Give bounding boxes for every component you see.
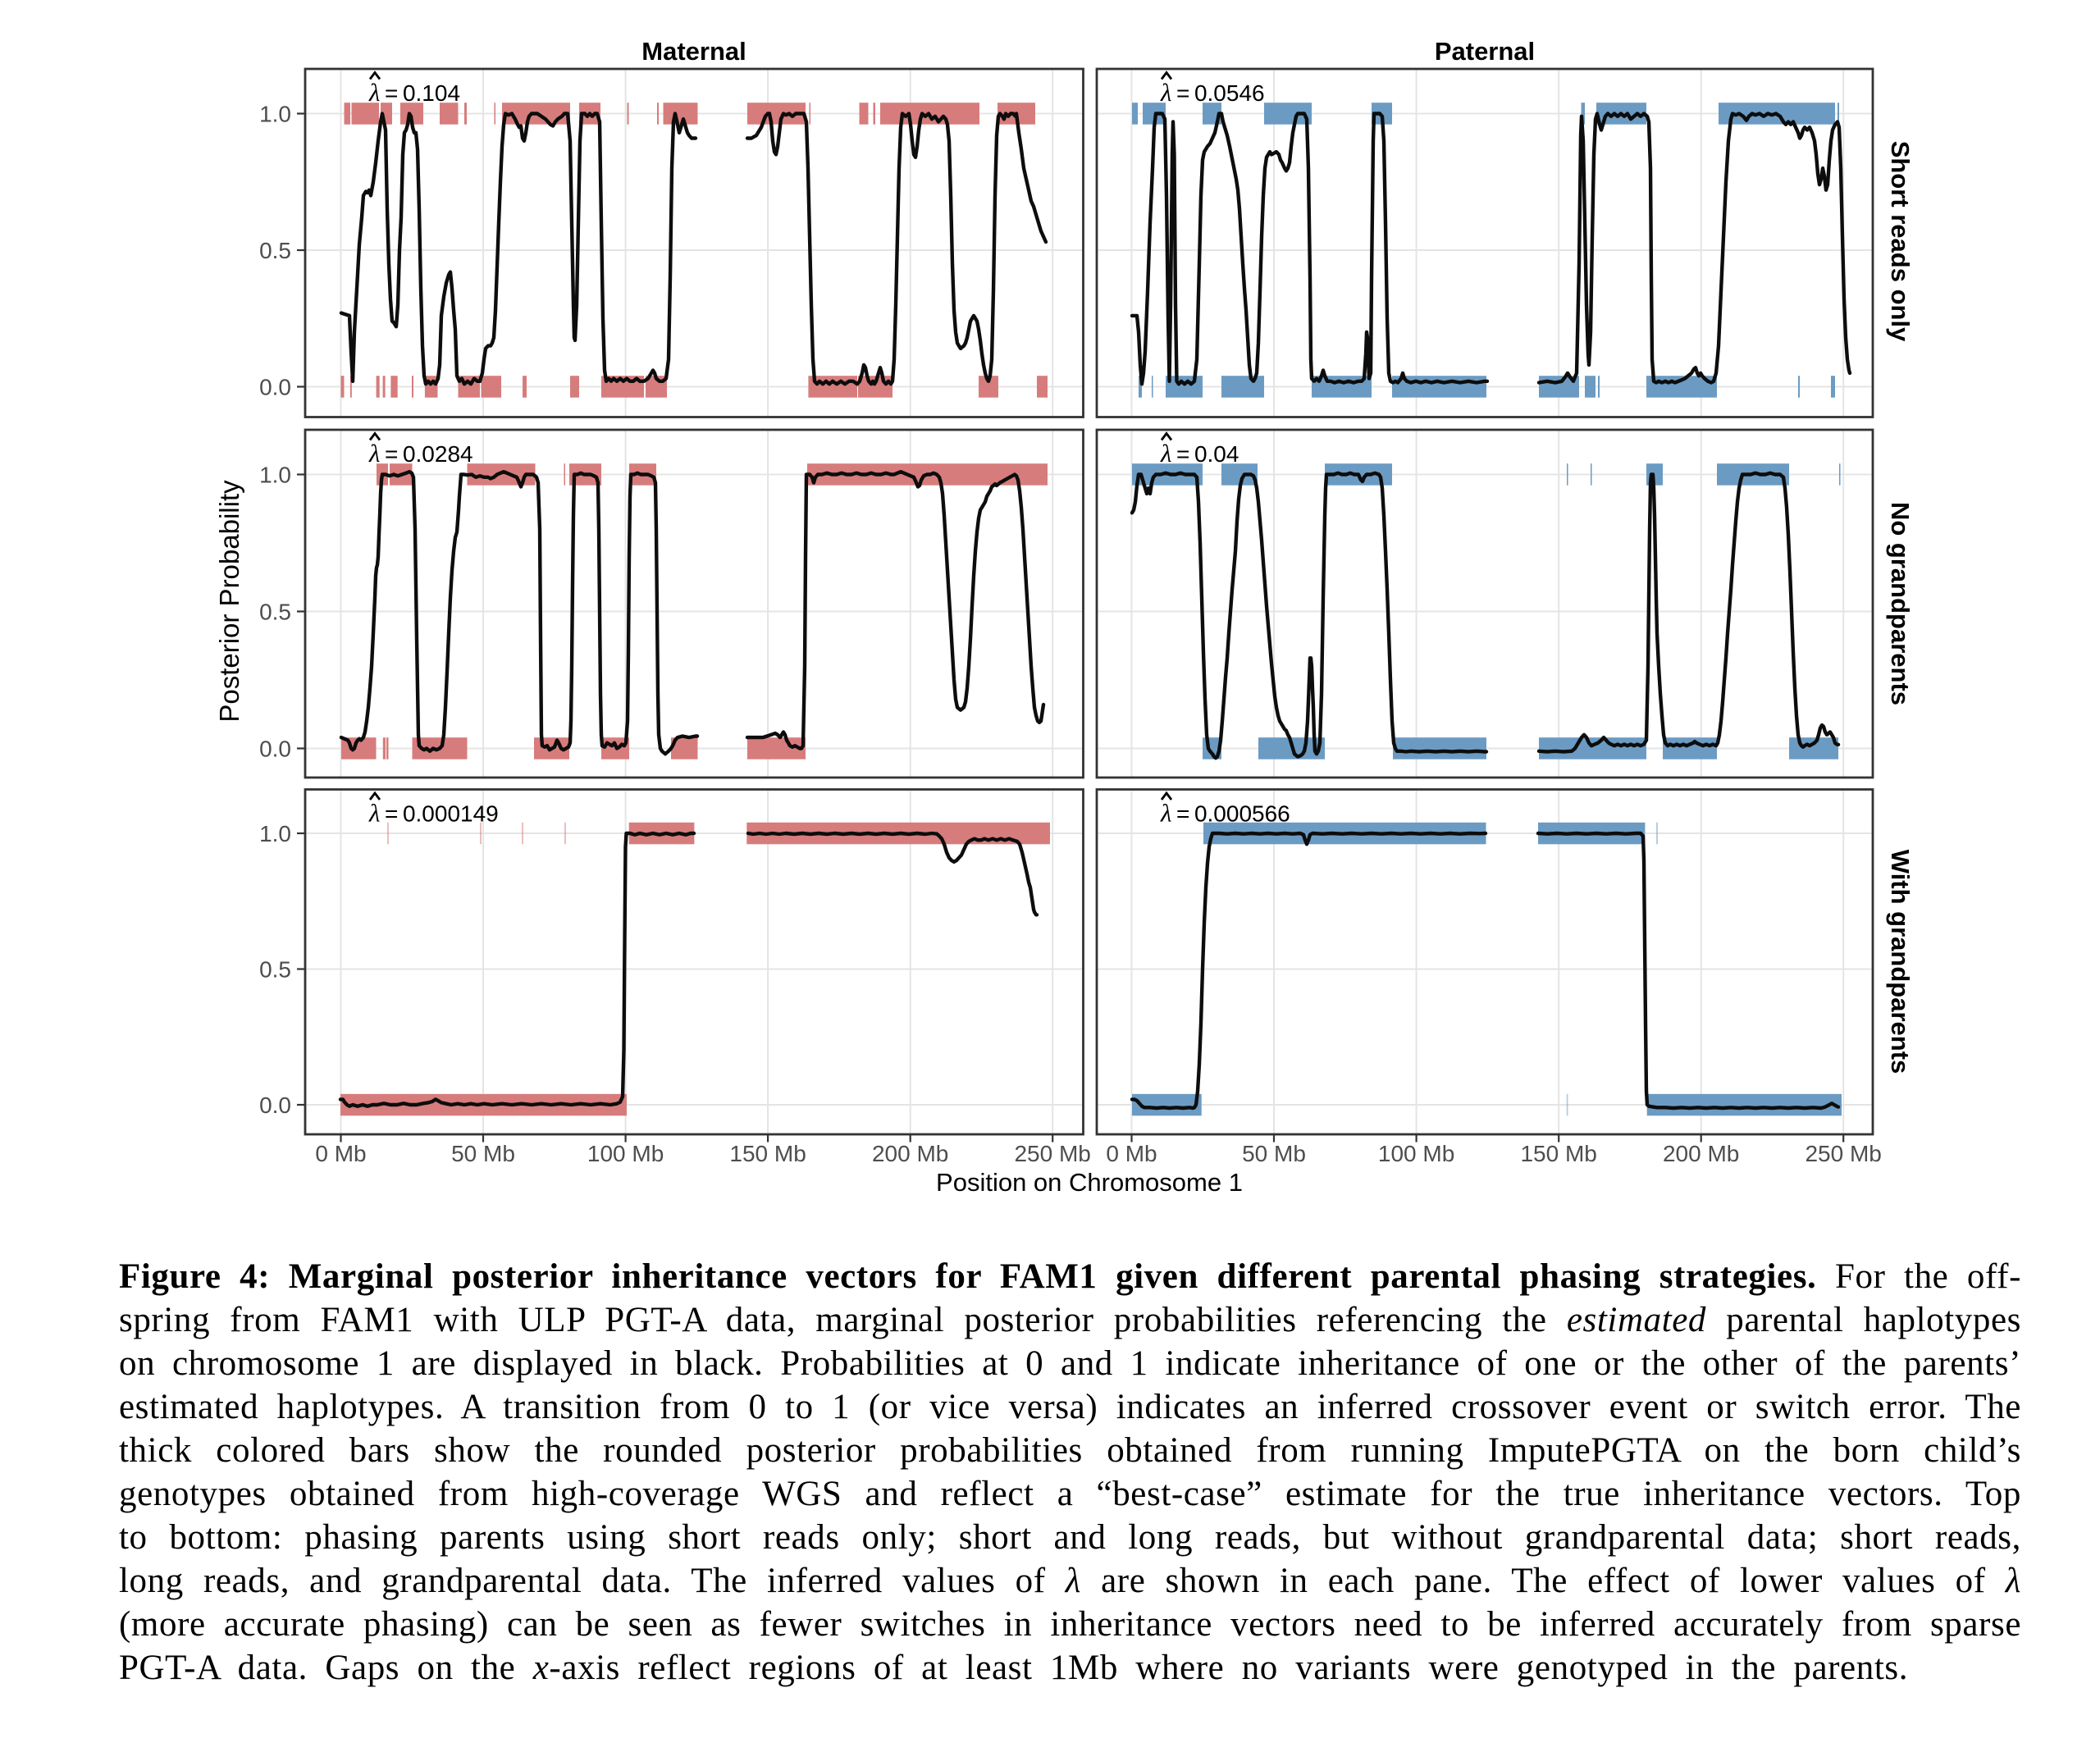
svg-text:250 Mb: 250 Mb xyxy=(1805,1141,1881,1166)
svg-text:λ: λ xyxy=(1160,78,1171,107)
svg-text:= 0.000566: = 0.000566 xyxy=(1176,801,1290,827)
svg-text:0.0: 0.0 xyxy=(259,375,291,400)
svg-text:Short reads only: Short reads only xyxy=(1886,141,1915,342)
svg-text:100 Mb: 100 Mb xyxy=(587,1141,664,1166)
svg-text:Maternal: Maternal xyxy=(641,37,746,66)
svg-text:With grandparents: With grandparents xyxy=(1886,850,1915,1074)
svg-text:λ: λ xyxy=(1160,439,1171,468)
svg-text:0.5: 0.5 xyxy=(259,600,291,625)
svg-text:Position on Chromosome 1: Position on Chromosome 1 xyxy=(936,1168,1243,1197)
svg-text:0.5: 0.5 xyxy=(259,238,291,263)
svg-text:λ: λ xyxy=(368,78,380,107)
svg-text:λ: λ xyxy=(1160,799,1171,828)
svg-text:50 Mb: 50 Mb xyxy=(1242,1141,1306,1166)
svg-text:= 0.104: = 0.104 xyxy=(385,80,460,106)
svg-text:λ: λ xyxy=(368,799,380,828)
svg-text:λ: λ xyxy=(368,439,380,468)
svg-text:200 Mb: 200 Mb xyxy=(1663,1141,1739,1166)
svg-text:0.5: 0.5 xyxy=(259,957,291,983)
svg-text:0 Mb: 0 Mb xyxy=(315,1141,366,1166)
svg-text:= 0.000149: = 0.000149 xyxy=(385,801,499,827)
svg-text:250 Mb: 250 Mb xyxy=(1014,1141,1090,1166)
svg-text:150 Mb: 150 Mb xyxy=(1520,1141,1596,1166)
svg-text:Paternal: Paternal xyxy=(1435,37,1535,66)
svg-text:No grandparents: No grandparents xyxy=(1886,502,1915,705)
svg-text:= 0.0546: = 0.0546 xyxy=(1176,80,1265,106)
svg-text:Posterior Probability: Posterior Probability xyxy=(214,480,244,723)
svg-text:150 Mb: 150 Mb xyxy=(729,1141,806,1166)
svg-text:200 Mb: 200 Mb xyxy=(872,1141,948,1166)
svg-text:0.0: 0.0 xyxy=(259,1092,291,1118)
svg-text:100 Mb: 100 Mb xyxy=(1378,1141,1454,1166)
svg-text:0 Mb: 0 Mb xyxy=(1106,1141,1157,1166)
svg-text:= 0.04: = 0.04 xyxy=(1176,441,1239,467)
svg-text:50 Mb: 50 Mb xyxy=(451,1141,515,1166)
svg-text:0.0: 0.0 xyxy=(259,737,291,762)
svg-text:= 0.0284: = 0.0284 xyxy=(385,441,473,467)
svg-text:1.0: 1.0 xyxy=(259,821,291,846)
svg-text:1.0: 1.0 xyxy=(259,102,291,127)
svg-text:1.0: 1.0 xyxy=(259,463,291,488)
